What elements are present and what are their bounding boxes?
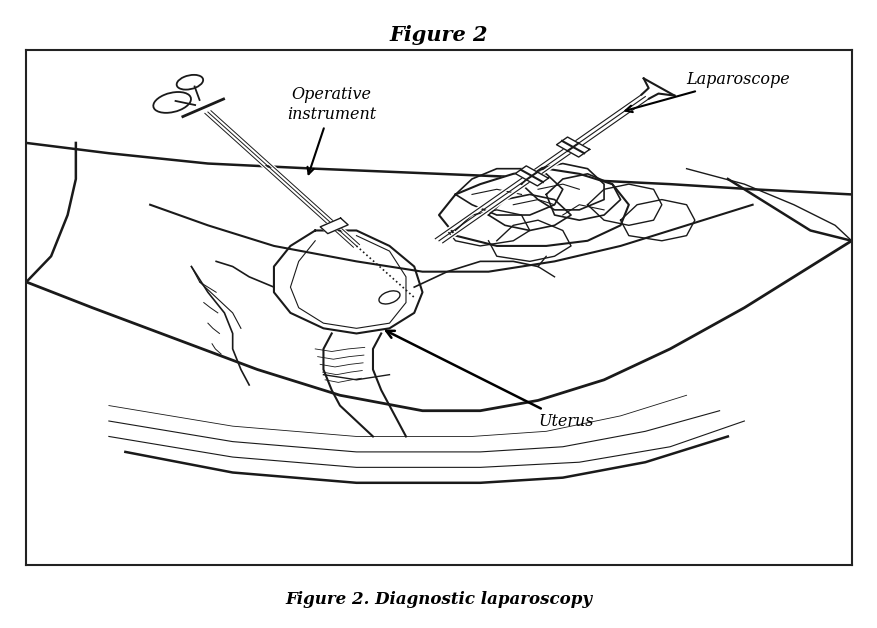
Text: Operative
instrument: Operative instrument [287,86,376,174]
Text: Laparoscope: Laparoscope [624,71,789,112]
Text: Uterus: Uterus [386,331,593,430]
Polygon shape [556,137,589,157]
Text: Figure 2. Diagnostic laparoscopy: Figure 2. Diagnostic laparoscopy [285,591,592,609]
Text: Figure 2: Figure 2 [389,24,488,45]
Polygon shape [438,169,628,246]
Polygon shape [320,218,347,234]
Polygon shape [515,166,548,186]
